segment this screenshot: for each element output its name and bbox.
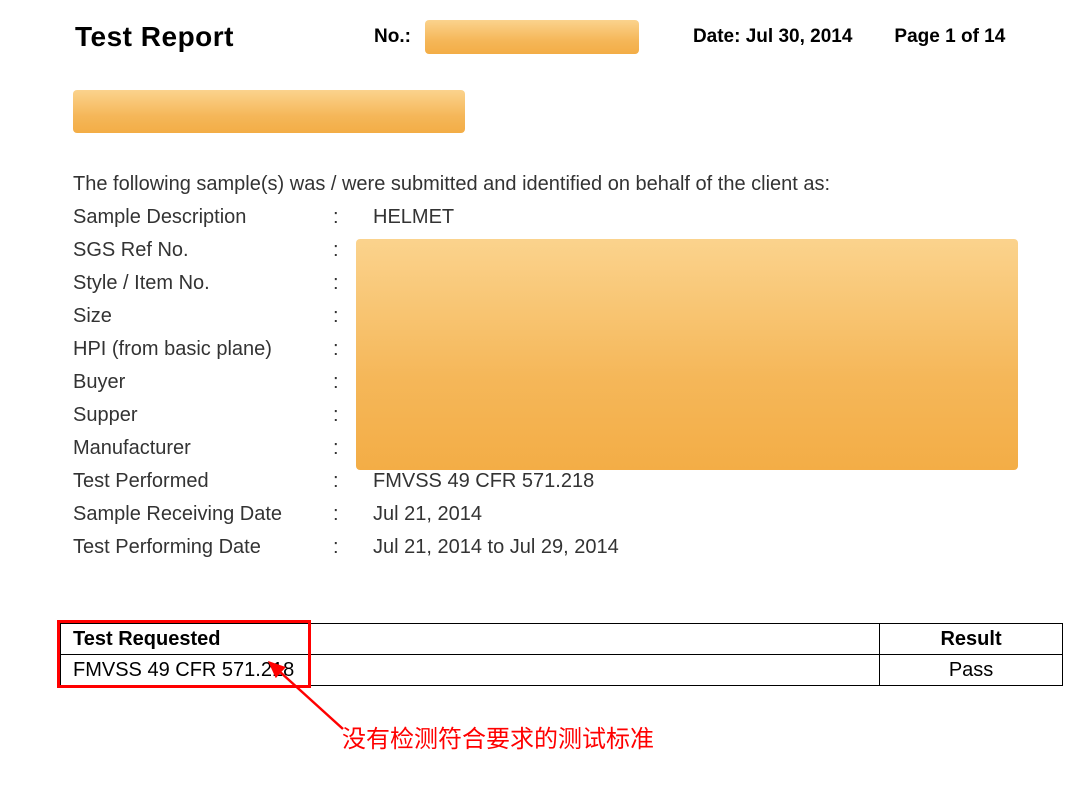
field-row: Test Performed : FMVSS 49 CFR 571.218: [73, 470, 1033, 503]
field-label: Sample Description: [73, 206, 333, 229]
field-label: Sample Receiving Date: [73, 503, 333, 526]
table-row: FMVSS 49 CFR 571.218 Pass: [61, 655, 1063, 686]
field-value: Jul 21, 2014 to Jul 29, 2014: [363, 536, 619, 559]
intro-text: The following sample(s) was / were submi…: [73, 173, 830, 196]
field-row: Sample Description : HELMET: [73, 206, 1033, 239]
redaction-no: [425, 20, 639, 54]
page-label: Page 1 of 14: [894, 26, 1005, 48]
field-label: Manufacturer: [73, 437, 333, 460]
annotation-text: 没有检测符合要求的测试标准: [342, 719, 654, 754]
field-label: Size: [73, 305, 333, 328]
header-row: Test Report No.: Date: Jul 30, 2014 Page…: [0, 0, 1080, 64]
field-colon: :: [333, 503, 363, 526]
redaction-fields-block: [356, 239, 1018, 470]
field-colon: :: [333, 206, 363, 229]
table-header-right: Result: [880, 624, 1063, 655]
field-row: Sample Receiving Date : Jul 21, 2014: [73, 503, 1033, 536]
field-value: HELMET: [363, 206, 454, 229]
field-label: HPI (from basic plane): [73, 338, 333, 361]
table-header-left: Test Requested: [61, 624, 880, 655]
field-label: Supper: [73, 404, 333, 427]
table-cell-right: Pass: [880, 655, 1063, 686]
table-cell-left: FMVSS 49 CFR 571.218: [61, 655, 880, 686]
table-header-row: Test Requested Result: [61, 624, 1063, 655]
field-label: Test Performed: [73, 470, 333, 493]
field-row: Test Performing Date : Jul 21, 2014 to J…: [73, 536, 1033, 569]
redaction-client-block: [73, 90, 465, 133]
no-label: No.:: [374, 26, 411, 48]
field-label: Test Performing Date: [73, 536, 333, 559]
date-label: Date: Jul 30, 2014: [693, 26, 852, 48]
field-colon: :: [333, 536, 363, 559]
result-table: Test Requested Result FMVSS 49 CFR 571.2…: [60, 623, 1063, 686]
field-label: SGS Ref No.: [73, 239, 333, 262]
field-label: Buyer: [73, 371, 333, 394]
report-title: Test Report: [75, 21, 234, 53]
field-label: Style / Item No.: [73, 272, 333, 295]
field-value: FMVSS 49 CFR 571.218: [363, 470, 594, 493]
field-value: Jul 21, 2014: [363, 503, 482, 526]
field-colon: :: [333, 470, 363, 493]
